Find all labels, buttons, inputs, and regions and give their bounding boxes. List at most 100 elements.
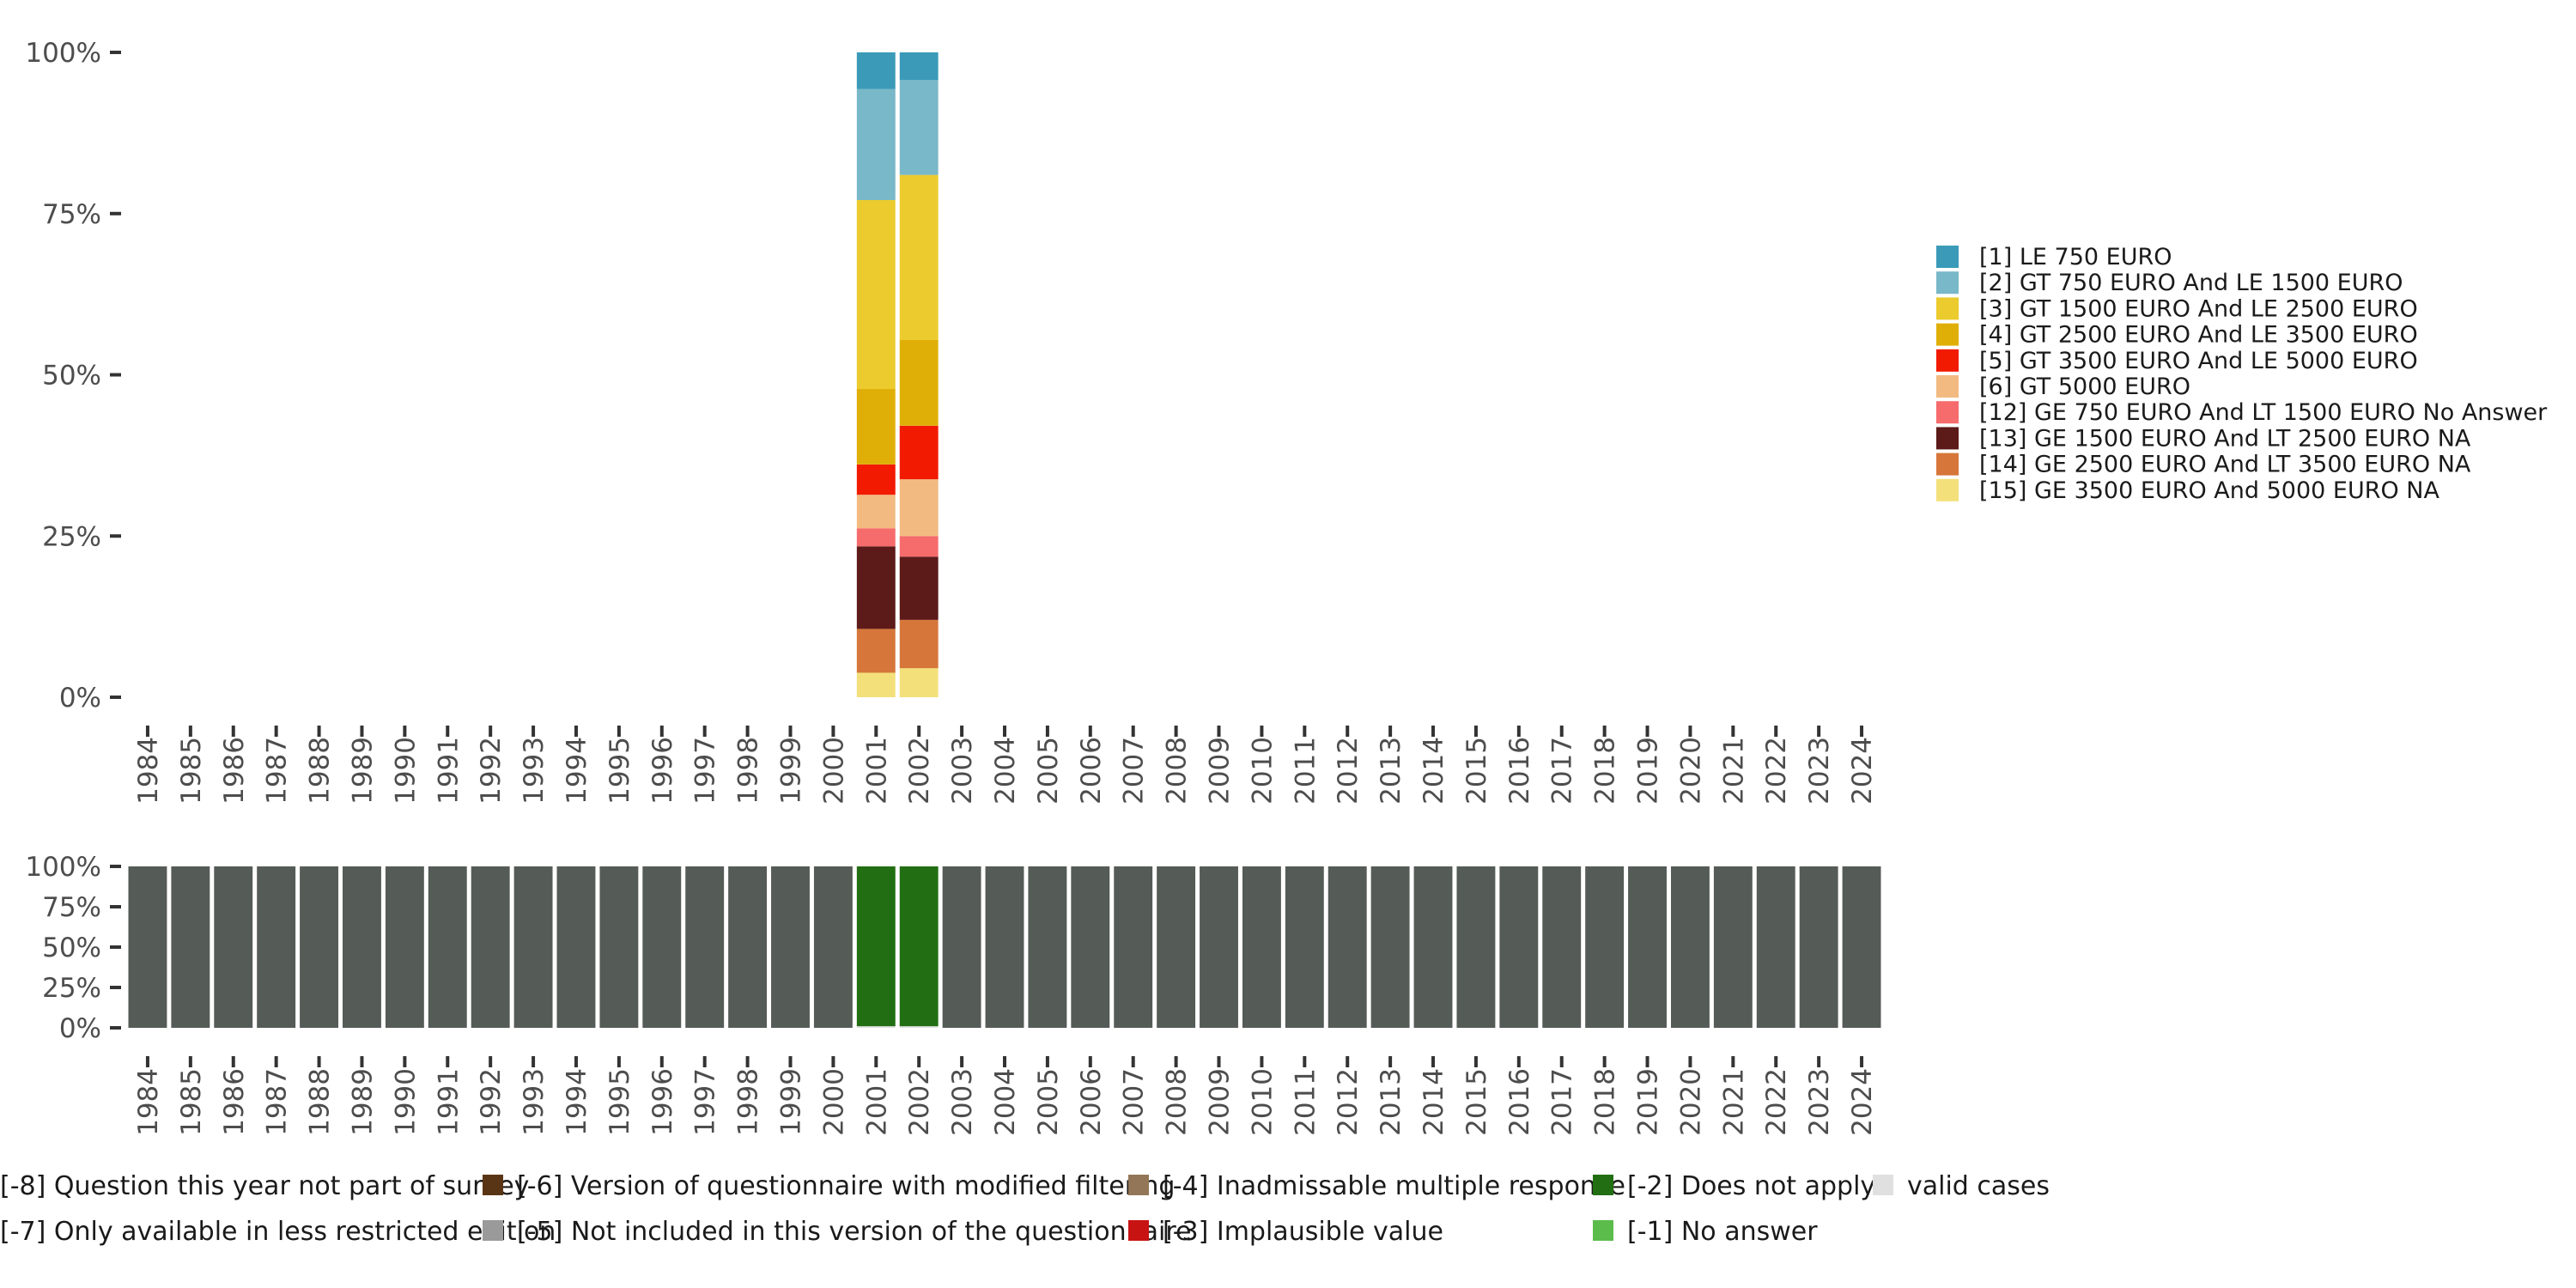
bottom-legend-swatch-6-version-of-questionnaire-with-modified-filtering	[483, 1175, 503, 1195]
top-x-tick-label: 1993	[519, 737, 550, 805]
bottom-y-tick-label: 100%	[25, 852, 101, 883]
top-x-tick-label: 2001	[861, 737, 892, 805]
bottom-legend-label: [-6] Version of questionnaire with modif…	[517, 1171, 1175, 1201]
top-bar-2001-4-gt-2500-euro-and-le-3500-euro	[856, 389, 896, 465]
bottom-legend-label: [-7] Only available in less restricted e…	[0, 1217, 556, 1247]
bottom-bar-2001-2-does-not-apply	[856, 866, 896, 1027]
bottom-x-tick-label: 1992	[476, 1068, 507, 1136]
bottom-bar-2007-8-question-this-year-not-part-of-survey	[1114, 866, 1153, 1028]
top-bar-2001-1-le-750-euro	[856, 52, 896, 89]
top-x-tick-label: 2004	[990, 737, 1021, 805]
legend-swatch-5-gt-3500-euro-and-le-5000-euro	[1936, 349, 1959, 372]
top-x-tick-label: 1992	[476, 737, 507, 805]
top-x-tick-label: 1995	[605, 737, 635, 805]
bottom-stacked-bars	[128, 866, 1881, 1028]
top-x-tick-label: 1999	[775, 737, 806, 805]
bottom-bar-1999-8-question-this-year-not-part-of-survey	[771, 866, 810, 1028]
bottom-bar-2001-valid-cases	[856, 1026, 896, 1028]
top-x-tick-label: 2005	[1033, 737, 1064, 805]
legend-swatch-1-le-750-euro	[1936, 246, 1959, 268]
top-y-axis: 0% 25% 50% 75% 100%	[25, 38, 121, 714]
bottom-x-tick-label: 2016	[1504, 1068, 1535, 1136]
bottom-bar-2000-8-question-this-year-not-part-of-survey	[813, 866, 853, 1028]
bottom-y-tick-label: 50%	[42, 933, 101, 963]
top-bar-2002-3-gt-1500-euro-and-le-2500-euro	[899, 174, 939, 340]
bottom-legend-swatch-valid-cases	[1873, 1175, 1893, 1195]
bottom-legend-swatch-4-inadmissable-multiple-response	[1128, 1175, 1149, 1195]
legend-label: [5] GT 3500 EURO And LE 5000 EURO	[1979, 348, 2418, 374]
legend-swatch-13-ge-1500-euro-and-lt-2500-euro-na	[1936, 427, 1959, 450]
bottom-bar-2024-8-question-this-year-not-part-of-survey	[1842, 866, 1881, 1028]
bottom-x-tick-label: 1987	[262, 1068, 293, 1136]
bottom-x-tick-label: 2004	[990, 1068, 1021, 1136]
top-bar-2001-13-ge-1500-euro-and-lt-2500-euro-na	[856, 546, 896, 629]
bottom-legend-swatch-3-implausible-value	[1128, 1220, 1149, 1241]
top-x-tick-label: 2022	[1761, 737, 1792, 805]
bottom-x-tick-label: 1993	[519, 1068, 550, 1136]
bottom-bar-1997-8-question-this-year-not-part-of-survey	[685, 866, 725, 1028]
top-bar-2002-13-ge-1500-euro-and-lt-2500-euro-na	[899, 556, 939, 620]
bottom-bar-2023-8-question-this-year-not-part-of-survey	[1799, 866, 1838, 1028]
bottom-x-tick-label: 2015	[1461, 1068, 1492, 1136]
legend-swatch-4-gt-2500-euro-and-le-3500-euro	[1936, 323, 1959, 346]
bottom-bar-2016-8-question-this-year-not-part-of-survey	[1499, 866, 1539, 1028]
bottom-bar-1993-8-question-this-year-not-part-of-survey	[513, 866, 553, 1028]
legend-swatch-14-ge-2500-euro-and-lt-3500-euro-na	[1936, 453, 1959, 476]
top-x-tick-label: 1991	[433, 737, 464, 805]
bottom-x-tick-label: 1991	[433, 1068, 464, 1136]
bottom-x-tick-label: 2022	[1761, 1068, 1792, 1136]
bottom-bar-1992-8-question-this-year-not-part-of-survey	[471, 866, 510, 1028]
bottom-bar-1990-8-question-this-year-not-part-of-survey	[385, 866, 424, 1028]
bottom-bar-1998-8-question-this-year-not-part-of-survey	[728, 866, 768, 1028]
bottom-x-tick-label: 1988	[305, 1068, 336, 1136]
bottom-x-tick-label: 1990	[390, 1068, 421, 1136]
legend-label: [12] GE 750 EURO And LT 1500 EURO No Ans…	[1979, 399, 2548, 426]
bottom-x-tick-label: 2013	[1376, 1068, 1406, 1136]
bottom-x-tick-label: 2002	[904, 1068, 935, 1136]
bottom-x-tick-label: 1985	[176, 1068, 207, 1136]
bottom-x-tick-label: 1998	[733, 1068, 764, 1136]
legend-label: [14] GE 2500 EURO And LT 3500 EURO NA	[1979, 452, 2471, 478]
top-stacked-bars	[856, 52, 939, 697]
top-x-tick-label: 2024	[1847, 737, 1878, 805]
top-y-tick-label: 100%	[25, 38, 101, 69]
top-x-tick-label: 1984	[133, 737, 164, 805]
bottom-bar-2009-8-question-this-year-not-part-of-survey	[1200, 866, 1238, 1028]
bottom-x-tick-label: 1999	[775, 1068, 806, 1136]
bottom-bar-2005-8-question-this-year-not-part-of-survey	[1028, 866, 1067, 1028]
bottom-x-tick-label: 2001	[861, 1068, 892, 1136]
bottom-x-tick-label: 2010	[1247, 1068, 1278, 1136]
top-bar-2002-6-gt-5000-euro	[899, 479, 939, 537]
top-y-tick-label: 50%	[42, 361, 101, 392]
bottom-x-tick-label: 2014	[1419, 1068, 1449, 1136]
bottom-legend-label: [-1] No answer	[1627, 1217, 1818, 1247]
top-bar-2001-12-ge-750-euro-and-lt-1500-euro-no-answer	[856, 528, 896, 547]
bottom-x-tick-label: 2011	[1290, 1068, 1321, 1136]
right-legend: [1] LE 750 EURO[2] GT 750 EURO And LE 15…	[1936, 244, 2548, 504]
bottom-legend-label: valid cases	[1907, 1171, 2050, 1201]
legend-label: [2] GT 750 EURO And LE 1500 EURO	[1979, 270, 2403, 296]
bottom-bar-2010-8-question-this-year-not-part-of-survey	[1242, 866, 1281, 1028]
top-bar-2001-14-ge-2500-euro-and-lt-3500-euro-na	[856, 629, 896, 673]
top-x-tick-label: 2015	[1461, 737, 1492, 805]
bottom-bar-2021-8-question-this-year-not-part-of-survey	[1713, 866, 1753, 1028]
top-x-tick-label: 1986	[219, 737, 250, 805]
bottom-bar-2002-valid-cases	[899, 1026, 939, 1028]
bottom-bar-1996-8-question-this-year-not-part-of-survey	[642, 866, 682, 1028]
top-x-tick-label: 2014	[1419, 737, 1449, 805]
top-bar-2002-14-ge-2500-euro-and-lt-3500-euro-na	[899, 619, 939, 669]
bottom-legend-label: [-4] Inadmissable multiple response	[1163, 1171, 1625, 1201]
top-x-tick-label: 2020	[1675, 737, 1706, 805]
top-x-tick-label: 2021	[1718, 737, 1749, 805]
top-bar-2002-15-ge-3500-euro-and-5000-euro-na	[899, 668, 939, 697]
top-x-tick-label: 1997	[690, 737, 721, 805]
legend-swatch-6-gt-5000-euro	[1936, 375, 1959, 398]
top-x-tick-label: 1985	[176, 737, 207, 805]
legend-label: [13] GE 1500 EURO And LT 2500 EURO NA	[1979, 425, 2471, 452]
top-x-tick-label: 2011	[1290, 737, 1321, 805]
bottom-bar-2014-8-question-this-year-not-part-of-survey	[1413, 866, 1453, 1028]
bottom-x-tick-label: 2000	[818, 1068, 849, 1136]
top-x-tick-label: 2018	[1590, 737, 1621, 805]
legend-swatch-2-gt-750-euro-and-le-1500-euro	[1936, 271, 1959, 295]
bottom-bar-2011-8-question-this-year-not-part-of-survey	[1285, 866, 1324, 1028]
